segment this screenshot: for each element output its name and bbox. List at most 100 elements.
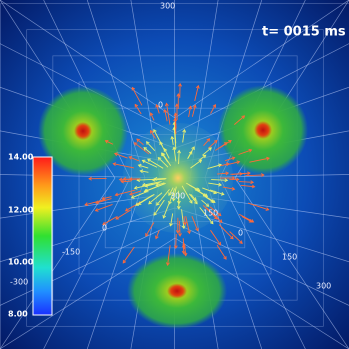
vector [131, 191, 147, 199]
axis-label: -300 [10, 278, 28, 287]
vector [167, 245, 171, 266]
vector-head [118, 177, 123, 182]
vector [146, 141, 156, 152]
vector-head [147, 158, 151, 163]
vector-head [265, 207, 270, 211]
vector-head [114, 192, 119, 197]
vector [173, 147, 177, 162]
vector [202, 147, 212, 156]
vector [209, 189, 224, 195]
vector [142, 181, 162, 186]
vector [173, 122, 177, 144]
vector-head [250, 180, 255, 185]
vector [188, 184, 199, 191]
vector-head [241, 115, 246, 119]
vector [134, 183, 154, 189]
vector [188, 193, 198, 204]
vector [202, 204, 218, 220]
vector-head [202, 154, 207, 159]
axis-label: 300 [160, 2, 175, 11]
timestamp: t= 0015 ms [262, 25, 346, 40]
vector-head [178, 82, 182, 87]
axis-label: 150 [203, 209, 218, 218]
vector-head [157, 156, 162, 161]
grid-line [0, 0, 176, 119]
vector [113, 163, 135, 169]
vector-head [120, 179, 125, 184]
vector [115, 209, 131, 220]
grid-line [219, 177, 306, 349]
vector [153, 129, 163, 147]
vector [182, 238, 185, 249]
vector-head [247, 171, 251, 176]
vector-head [198, 159, 203, 164]
grid-line [0, 222, 176, 306]
vector-head [210, 199, 215, 203]
vector [197, 190, 207, 197]
vector-head [194, 200, 198, 205]
vector [206, 207, 223, 223]
vector-head [182, 128, 187, 133]
vector-head [88, 176, 92, 181]
grid-line [104, 107, 246, 249]
vector [138, 164, 149, 169]
vector-head [115, 216, 120, 220]
vector [152, 178, 166, 181]
colorbar-tick: 12.00 [8, 206, 34, 215]
vector-head [251, 184, 256, 189]
vector [137, 178, 154, 181]
vector-head [164, 102, 169, 107]
vector-head [143, 147, 148, 151]
vector-head [129, 191, 133, 196]
grid-line [174, 222, 349, 306]
vector-head [218, 219, 223, 223]
vector [164, 148, 170, 159]
vector [174, 113, 177, 129]
vector-head [192, 104, 197, 109]
blob [218, 85, 308, 175]
vector [135, 194, 153, 206]
vector [245, 174, 264, 177]
vector-head [168, 192, 172, 197]
vector-head [218, 182, 223, 187]
vector-head [181, 225, 186, 230]
vector [155, 230, 160, 239]
vector [208, 182, 222, 186]
colorbar-tick: 10.00 [8, 258, 34, 267]
vector [191, 215, 199, 231]
vector-head [143, 188, 148, 193]
vector-head [189, 199, 193, 204]
vector [85, 199, 105, 206]
vector [131, 87, 143, 106]
vector [166, 103, 171, 125]
vector [147, 158, 164, 169]
vector-head [172, 146, 177, 151]
vector-head [213, 139, 218, 144]
vector-head [225, 171, 230, 176]
vector [121, 180, 131, 183]
vector [134, 142, 150, 155]
vector-head [171, 197, 176, 202]
vector-head [137, 163, 142, 168]
vector [209, 206, 222, 216]
vector [179, 220, 181, 236]
vector-head [102, 221, 106, 226]
vector [128, 156, 140, 162]
vector [231, 173, 243, 175]
vector [150, 130, 156, 139]
vector [227, 161, 240, 166]
vector [247, 202, 269, 211]
vector-head [173, 245, 178, 250]
vector [172, 186, 177, 201]
vector-head [248, 219, 253, 223]
vector-head [130, 195, 135, 199]
axis-label: 300 [170, 192, 185, 201]
central-sphere [123, 123, 233, 233]
vector-head [94, 208, 99, 212]
vector [183, 243, 187, 256]
vector [183, 216, 186, 225]
vector-head [113, 152, 118, 157]
grid-line [0, 3, 349, 349]
vector-head [163, 108, 168, 113]
